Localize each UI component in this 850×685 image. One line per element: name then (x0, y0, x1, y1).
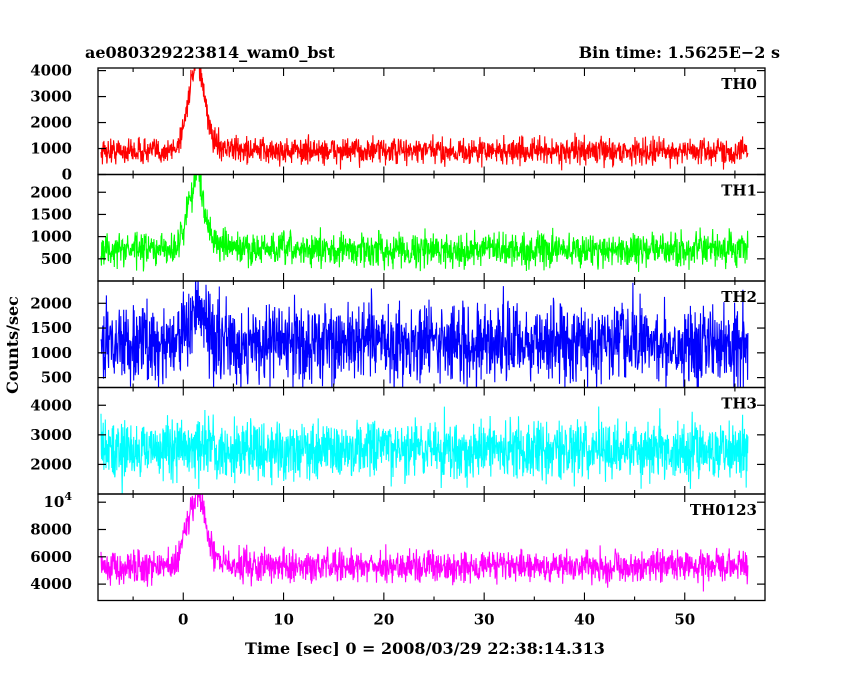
chart-title: ae080329223814_wam0_bst (85, 43, 336, 62)
y-tick-label-th0123: 4000 (30, 575, 72, 593)
y-tick-label-th0: 0 (62, 166, 72, 184)
y-tick-label-th0123: 6000 (30, 548, 72, 566)
y-tick-label-th0: 1000 (30, 140, 72, 158)
x-tick-label: 0 (178, 611, 188, 629)
series-line-th1 (100, 174, 749, 272)
series-label-th3: TH3 (721, 395, 757, 413)
y-tick-label-th1: 1000 (30, 228, 72, 246)
y-tick-label-th0123: 104 (43, 490, 72, 511)
y-tick-label-th3: 4000 (30, 396, 72, 414)
y-tick-label-th2: 1500 (30, 319, 72, 337)
panel-frame-th0123 (97, 493, 766, 602)
series-line-th0123 (100, 494, 749, 592)
series-label-th2: TH2 (721, 288, 757, 306)
y-tick-label-th0: 4000 (30, 62, 72, 80)
y-tick-label-th0123: 8000 (30, 521, 72, 539)
bin-time-label: Bin time: 1.5625E−2 s (579, 43, 780, 62)
y-tick-label-th1: 500 (41, 250, 72, 268)
series-line-th0 (100, 68, 749, 171)
panel-th0123: 4000 6000 8000 104 TH0123 (30, 490, 766, 602)
x-tick-label: 30 (474, 611, 495, 629)
y-axis-label: Counts/sec (3, 296, 22, 394)
x-axis-label: Time [sec] 0 = 2008/03/29 22:38:14.313 (245, 639, 605, 658)
y-tick-label-th3: 2000 (30, 455, 72, 473)
y-tick-label-th3: 3000 (30, 426, 72, 444)
series-label-th0: TH0 (721, 75, 757, 93)
x-tick-label: 40 (574, 611, 595, 629)
y-tick-label-th1: 1500 (30, 205, 72, 223)
panel-th2: 500 1000 1500 2000 TH2 (30, 280, 766, 389)
x-tick-label: 10 (273, 611, 294, 629)
y-tick-label-th0: 3000 (30, 88, 72, 106)
y-tick-label-th2: 500 (41, 369, 72, 387)
x-axis: 0 10 20 30 40 50 (178, 611, 695, 629)
y-tick-label-th2: 1000 (30, 344, 72, 362)
y-tick-label-th2: 2000 (30, 294, 72, 312)
series-label-th1: TH1 (721, 182, 757, 200)
panel-th1: 500 1000 1500 2000 TH1 (30, 173, 766, 282)
series-line-th3 (100, 406, 749, 494)
x-tick-label: 50 (674, 611, 695, 629)
y-tick-label-th0: 2000 (30, 114, 72, 132)
panel-th3: 2000 3000 4000 TH3 (30, 386, 766, 495)
series-label-th0123: TH0123 (690, 501, 757, 519)
y-tick-label-th1: 2000 (30, 183, 72, 201)
series-line-th2 (100, 281, 749, 388)
x-tick-label: 20 (373, 611, 394, 629)
panel-frame-th1 (97, 173, 766, 282)
panel-frame-th0 (97, 67, 766, 176)
